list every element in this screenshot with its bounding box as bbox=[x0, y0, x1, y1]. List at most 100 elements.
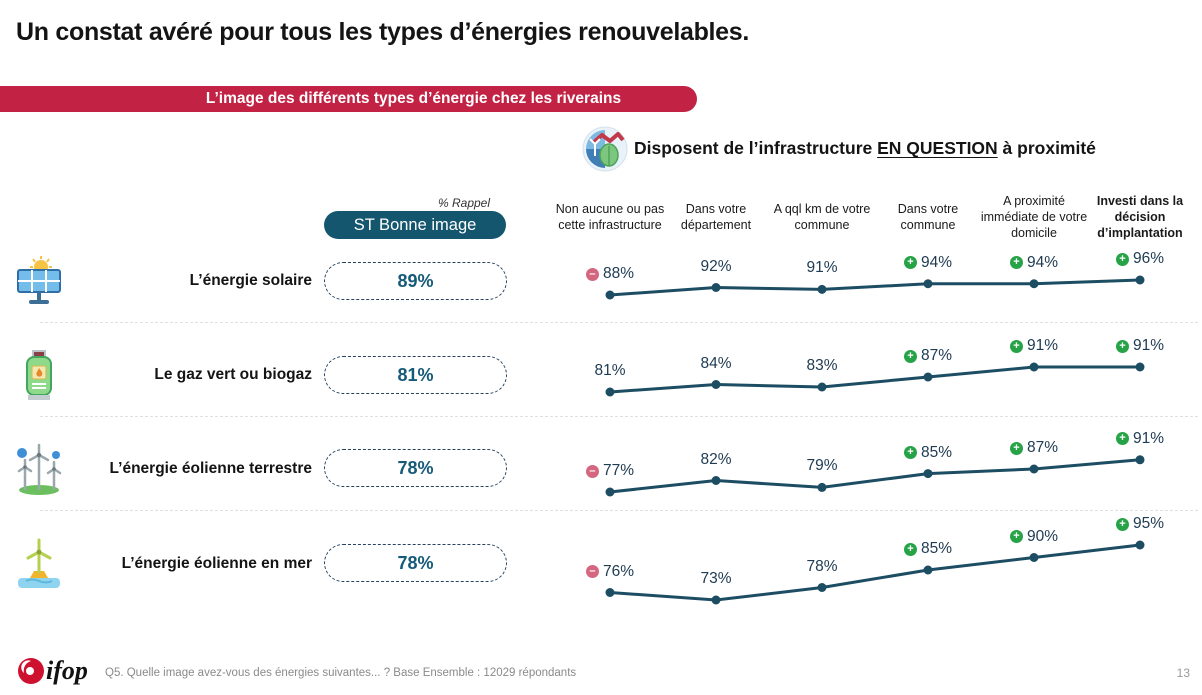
row-label-solaire: L’énergie solaire bbox=[189, 272, 312, 289]
page-number: 13 bbox=[1176, 666, 1190, 680]
significant-plus-icon: + bbox=[1115, 339, 1129, 353]
data-point-value: 94% bbox=[1026, 253, 1059, 271]
line-chart-eolienne-terrestre: –77% 82% 79% +85% +87% +91% bbox=[558, 418, 1202, 512]
data-point-value: 96% bbox=[1132, 250, 1165, 267]
biogas-tank-icon bbox=[26, 350, 52, 400]
data-point-label: 79% bbox=[774, 456, 870, 476]
data-point-label: –88% bbox=[562, 264, 658, 284]
data-point-value: 79% bbox=[806, 457, 838, 475]
source-question-text: Q5. Quelle image avez-vous des énergies … bbox=[105, 667, 577, 679]
infra-header-prefix: Disposent de l’infrastructure bbox=[634, 138, 878, 158]
column-header-qql-km: A qql km de votre commune bbox=[773, 201, 871, 232]
data-point-value: 91% bbox=[1026, 337, 1059, 354]
ifop-logo: ifop bbox=[18, 656, 88, 685]
data-point-value: 91% bbox=[806, 259, 838, 277]
significant-plus-icon: + bbox=[903, 542, 917, 556]
significant-plus-icon: + bbox=[903, 349, 917, 363]
data-point-label: +87% bbox=[986, 438, 1082, 458]
row-label-gaz-vert: Le gaz vert ou biogaz bbox=[154, 366, 312, 383]
significant-minus-icon: – bbox=[585, 565, 599, 578]
significant-plus-icon: + bbox=[1115, 517, 1129, 531]
st-value-solaire: 89% bbox=[324, 262, 507, 300]
data-point-value: 83% bbox=[806, 357, 838, 374]
data-point-label: 91% bbox=[774, 258, 870, 278]
data-point-label: +96% bbox=[1092, 249, 1188, 269]
line-chart-gaz-vert: 81% 84% 83% +87% +91% +91% bbox=[558, 325, 1202, 418]
column-header-implantation: Investi dans la décision d’implantation bbox=[1096, 193, 1184, 241]
significant-plus-icon: + bbox=[1009, 339, 1023, 353]
data-point-label: +85% bbox=[880, 443, 976, 463]
trend-line bbox=[605, 540, 1145, 605]
column-header-departement: Dans votre département bbox=[680, 201, 752, 232]
data-point-label: +91% bbox=[1092, 336, 1188, 356]
data-point-value: 85% bbox=[920, 540, 953, 557]
significant-minus-icon: – bbox=[585, 464, 599, 478]
row-separator bbox=[40, 322, 1198, 323]
data-point-value: 92% bbox=[700, 257, 732, 275]
significant-plus-icon: + bbox=[1009, 530, 1023, 543]
trend-line bbox=[605, 362, 1145, 397]
data-point-label: –76% bbox=[562, 562, 658, 582]
data-point-label: 92% bbox=[668, 257, 764, 277]
column-header-domicile: A proximité immédiate de votre domicile bbox=[980, 193, 1088, 241]
st-value-gaz-vert: 81% bbox=[324, 356, 507, 394]
data-point-label: +95% bbox=[1092, 514, 1188, 534]
data-point-label: +91% bbox=[986, 336, 1082, 356]
row-separator bbox=[40, 510, 1198, 511]
data-point-value: 91% bbox=[1132, 429, 1165, 447]
significant-plus-icon: + bbox=[1115, 432, 1129, 446]
data-point-value: 95% bbox=[1132, 515, 1165, 532]
st-value-eolienne-mer: 78% bbox=[324, 544, 507, 582]
data-point-label: +94% bbox=[880, 253, 976, 273]
data-point-label: –77% bbox=[562, 461, 658, 481]
data-point-label: 82% bbox=[668, 450, 764, 470]
infrastructure-header: Disposent de l’infrastructure EN QUESTIO… bbox=[634, 138, 1096, 159]
page-title: Un constat avéré pour tous les types d’é… bbox=[16, 18, 750, 46]
solar-panel-icon bbox=[17, 256, 61, 304]
column-header-commune: Dans votre commune bbox=[897, 201, 959, 232]
data-point-value: 87% bbox=[920, 347, 953, 364]
trend-line bbox=[605, 275, 1145, 300]
rappel-label: % Rappel bbox=[437, 196, 490, 210]
infra-header-suffix: à proximité bbox=[997, 138, 1096, 158]
trend-line bbox=[605, 455, 1145, 497]
data-point-label: +91% bbox=[1092, 429, 1188, 449]
data-point-label: 84% bbox=[668, 354, 764, 374]
data-point-value: 76% bbox=[602, 562, 635, 580]
infra-header-emphasis: EN QUESTION bbox=[877, 138, 998, 158]
st-bonne-image-badge: ST Bonne image bbox=[324, 211, 506, 239]
data-point-value: 73% bbox=[700, 570, 732, 587]
section-banner: L’image des différents types d’énergie c… bbox=[0, 86, 697, 112]
data-point-value: 82% bbox=[700, 450, 732, 468]
row-label-eolienne-mer: L’énergie éolienne en mer bbox=[121, 555, 312, 572]
data-point-value: 78% bbox=[806, 557, 838, 575]
data-point-label: 83% bbox=[774, 356, 870, 376]
data-point-label: +87% bbox=[880, 346, 976, 366]
data-point-label: +90% bbox=[986, 527, 1082, 547]
offshore-wind-icon bbox=[18, 538, 60, 588]
significant-minus-icon: – bbox=[585, 267, 599, 281]
data-point-value: 77% bbox=[602, 462, 635, 479]
line-chart-solaire: –88% 92% 91% +94% +94% +96% bbox=[558, 240, 1202, 325]
significant-plus-icon: + bbox=[1009, 256, 1023, 270]
significant-plus-icon: + bbox=[1115, 252, 1129, 266]
data-point-value: 91% bbox=[1132, 337, 1165, 354]
data-point-value: 87% bbox=[1026, 439, 1059, 456]
onshore-wind-icon bbox=[17, 443, 62, 495]
row-separator bbox=[40, 416, 1198, 417]
data-point-label: 78% bbox=[774, 557, 870, 577]
data-point-label: +94% bbox=[986, 253, 1082, 273]
data-point-value: 81% bbox=[594, 362, 626, 379]
data-point-label: +85% bbox=[880, 539, 976, 559]
line-chart-eolienne-mer: –76% 73% 78% +85% +90% +95% bbox=[558, 512, 1202, 612]
significant-plus-icon: + bbox=[903, 446, 917, 460]
significant-plus-icon: + bbox=[1009, 441, 1023, 455]
column-header-no-infrastructure: Non aucune ou pas cette infrastructure bbox=[555, 201, 665, 232]
st-value-eolienne-terrestre: 78% bbox=[324, 449, 507, 487]
row-label-eolienne-terrestre: L’énergie éolienne terrestre bbox=[109, 460, 312, 477]
data-point-value: 88% bbox=[602, 265, 635, 282]
infrastructure-icon bbox=[582, 126, 628, 172]
significant-plus-icon: + bbox=[903, 256, 917, 270]
data-point-label: 81% bbox=[562, 361, 658, 381]
